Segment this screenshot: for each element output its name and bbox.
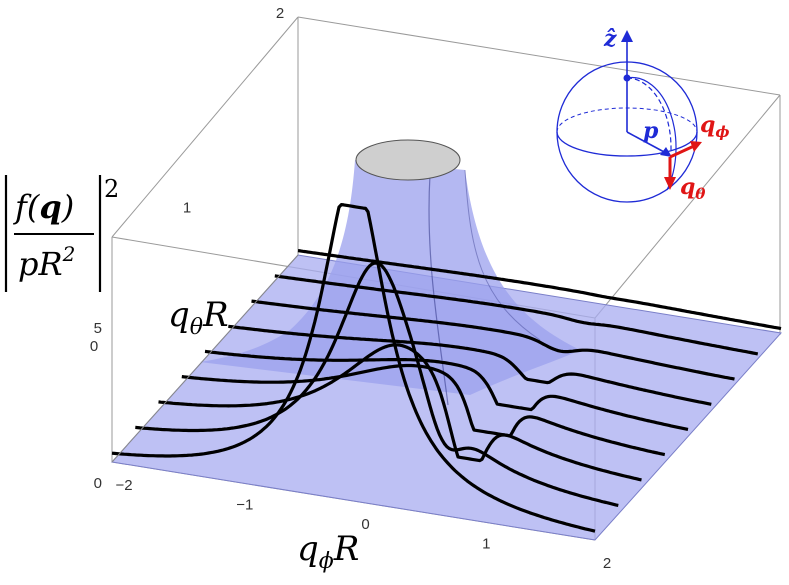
contour-curve bbox=[251, 299, 735, 381]
tick-label: −2 bbox=[115, 477, 132, 494]
z-axis-label: f(q) pR2 2 bbox=[4, 175, 119, 292]
inset-p-label: p bbox=[643, 118, 659, 144]
svg-text:qθR: qθR bbox=[168, 295, 229, 340]
tick-label: 0 bbox=[94, 475, 102, 492]
tick-label: 5 bbox=[94, 320, 102, 337]
surface-peak bbox=[200, 139, 580, 406]
svg-text:2: 2 bbox=[104, 175, 119, 203]
y-axis-label: qθR bbox=[168, 295, 229, 340]
contour-curve bbox=[158, 343, 642, 482]
tick-label: 1 bbox=[183, 200, 191, 217]
tick-label: 2 bbox=[603, 555, 611, 572]
contour-curve bbox=[181, 363, 666, 457]
inset-qtheta-label: qθ bbox=[680, 174, 705, 203]
inset-qphi-label: qϕ bbox=[700, 112, 730, 141]
tick-label: 0 bbox=[90, 338, 98, 355]
x-axis-label: qϕR bbox=[297, 529, 359, 574]
surface-top-cap bbox=[355, 139, 461, 181]
svg-text:qϕR: qϕR bbox=[297, 529, 359, 574]
contour-curves bbox=[111, 203, 782, 533]
svg-text:f(q): f(q) bbox=[13, 188, 74, 226]
tick-label: 0 bbox=[361, 516, 369, 533]
contour-curve bbox=[204, 349, 689, 431]
contour-curve bbox=[274, 274, 759, 356]
contour-curve bbox=[228, 324, 712, 406]
inset-sphere-diagram: ẑ p qϕ qθ bbox=[556, 26, 730, 203]
tick-label: 1 bbox=[482, 536, 490, 553]
tick-label: 2 bbox=[276, 5, 284, 22]
contour-curve bbox=[111, 203, 596, 533]
front-edges bbox=[111, 254, 299, 463]
inset-z-label: ẑ bbox=[603, 26, 617, 52]
tick-label: −1 bbox=[236, 497, 253, 514]
svg-text:pR2: pR2 bbox=[18, 242, 75, 283]
